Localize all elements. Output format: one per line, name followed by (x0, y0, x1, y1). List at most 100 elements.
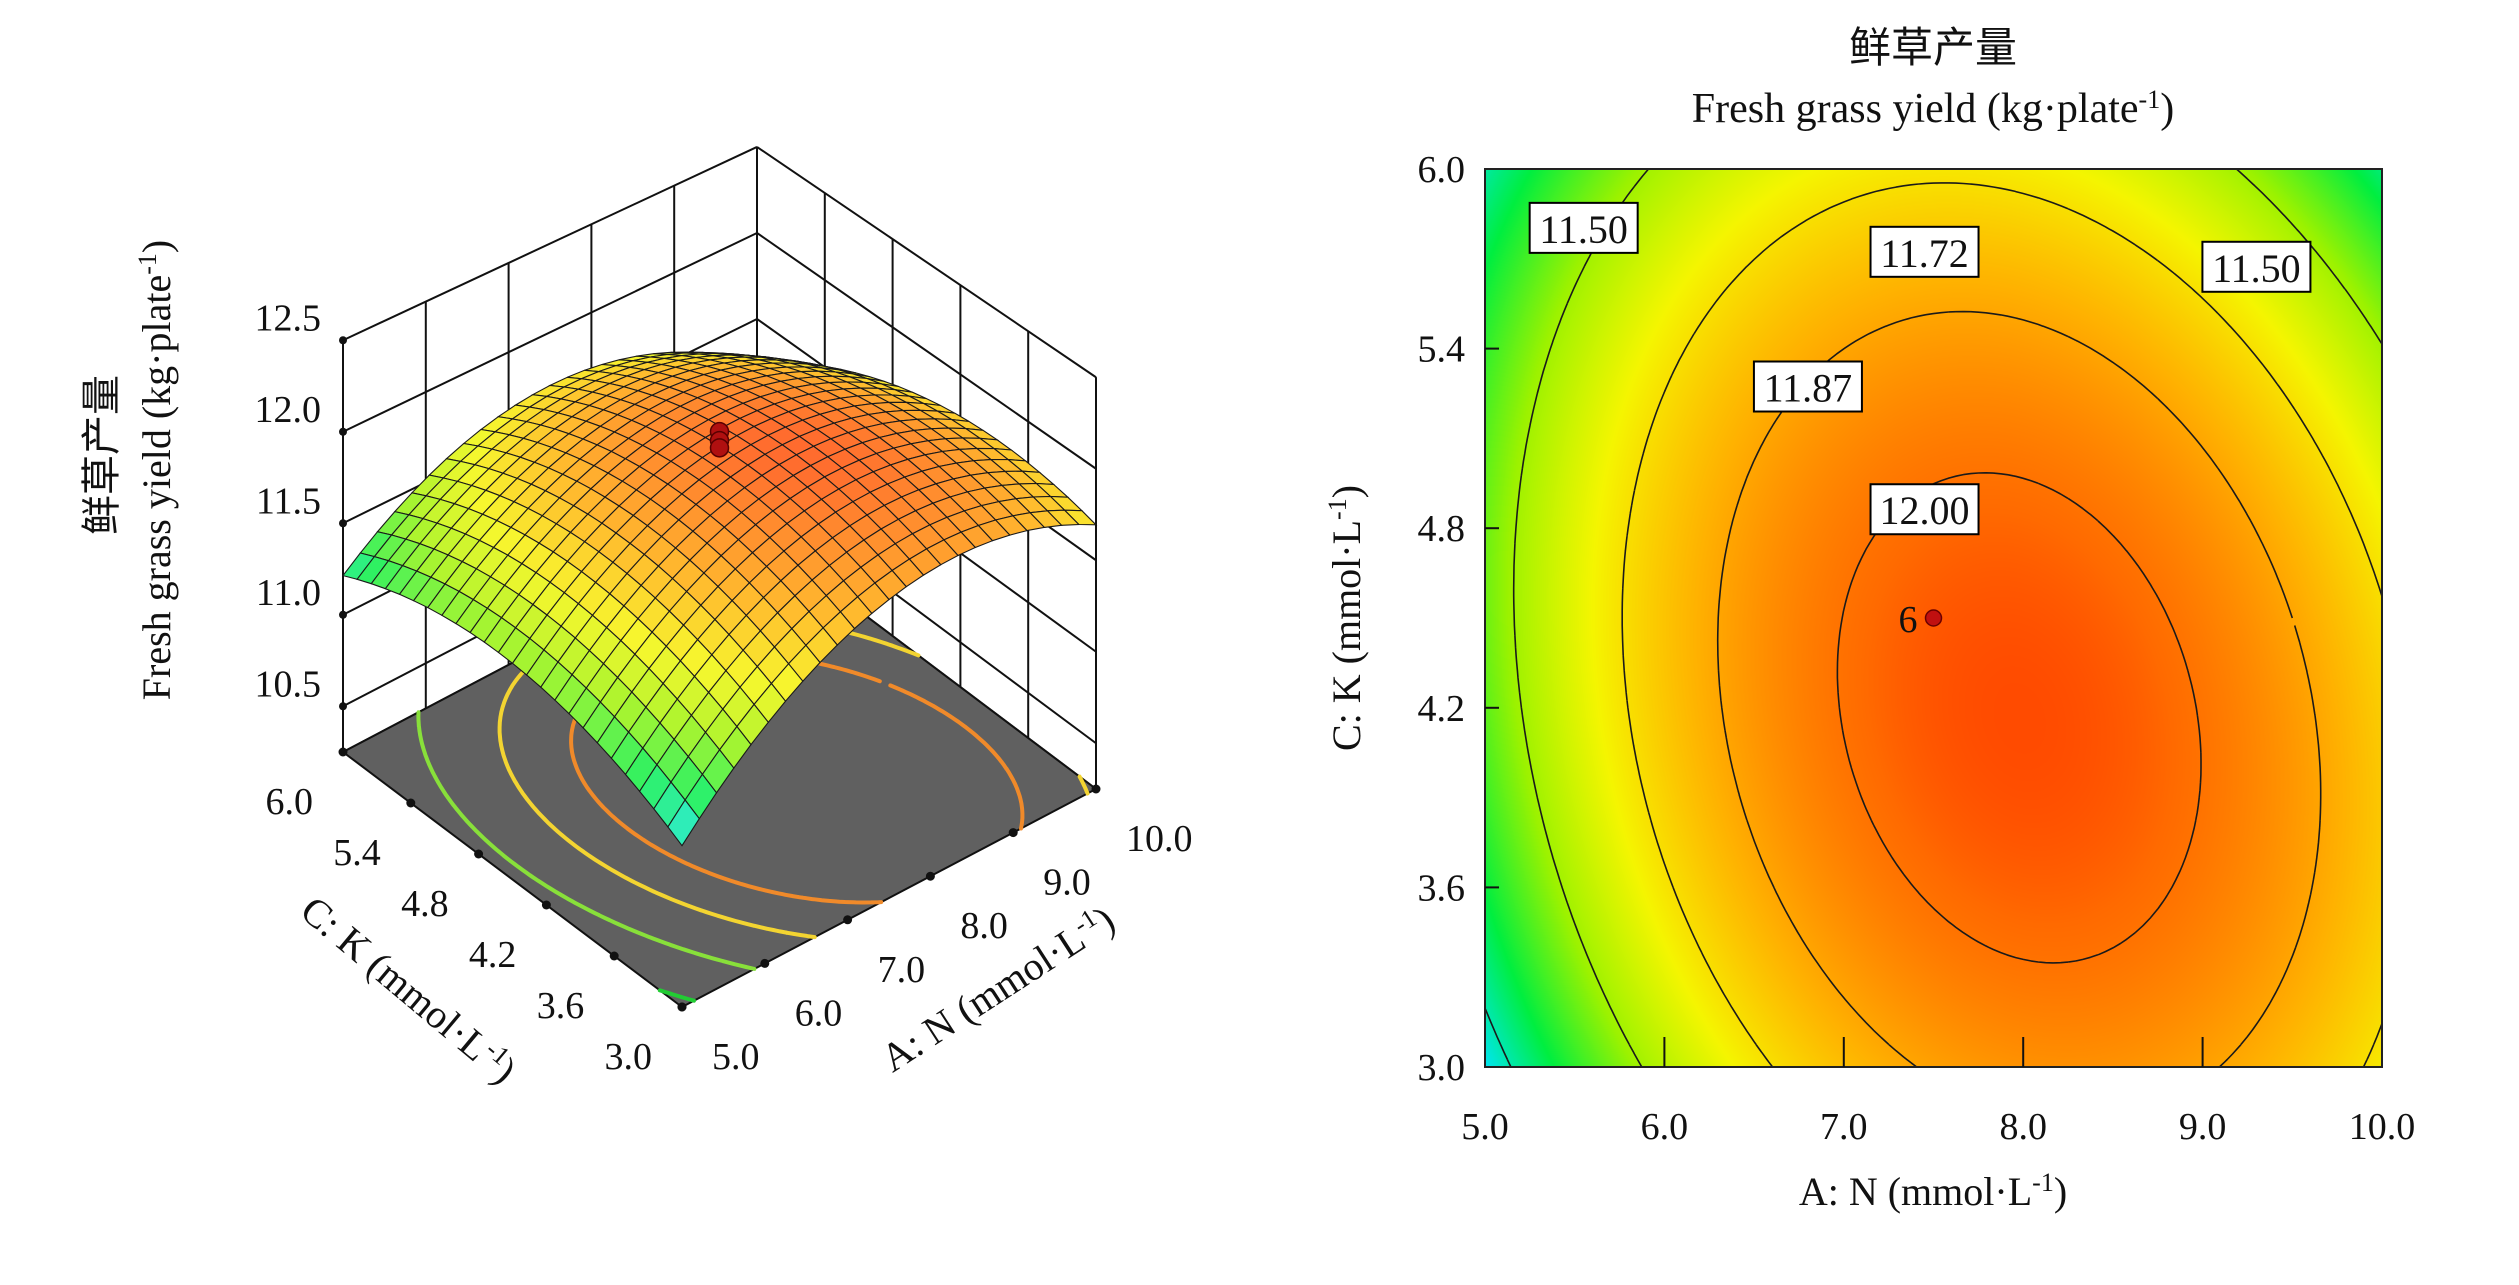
y-axis-title: C: K (mmol·L-1) (1323, 485, 1370, 751)
c-tick-label: 3.0 (605, 1036, 653, 1078)
c-tick-dot (406, 798, 416, 808)
x-tick-label: 5.0 (1461, 1106, 1509, 1148)
c-tick-dot (541, 900, 551, 910)
c-tick-label: 6.0 (266, 781, 314, 823)
y-axis-title-text: C: K (mmol·L (1324, 520, 1369, 751)
c-tick-dot (609, 951, 619, 961)
contour-label: 12.00 (1869, 483, 1980, 536)
z-axis-title-close: ) (134, 240, 179, 253)
y-axis-title-sup: -1 (1323, 498, 1352, 520)
z-tick-dot (339, 610, 347, 619)
z-tick-dot (339, 702, 347, 711)
wall-grid-line-z (756, 232, 1097, 470)
x-tick-label: 7.0 (1820, 1106, 1868, 1148)
contour-label: 11.50 (2201, 240, 2312, 293)
surface-cell (667, 799, 700, 847)
contour-line-4 (1836, 472, 2202, 964)
contour-label-text: 11.50 (1539, 207, 1628, 252)
z-tick-dot (339, 427, 347, 436)
design-point: 6 (1899, 599, 1943, 641)
response-surface-3d-chart: 10.5 11.0 11.5 12.0 12.5 3.0 3.6 4.2 4.8 5.4 6.0 5.… (79, 146, 1193, 1092)
plot-frame (1484, 168, 2383, 1068)
x-axis-title-close: ) (2054, 1169, 2067, 1214)
c-tick-dot (474, 849, 484, 859)
y-tick-label: 6.0 (1418, 149, 1466, 191)
x-tick-label: 10.0 (2349, 1106, 2416, 1148)
z-tick-label: 10.5 (255, 663, 322, 705)
wall-grid-line-z (756, 146, 1097, 379)
a-tick-dot (1091, 784, 1101, 794)
a-tick-dot (1008, 828, 1018, 838)
design-point-marker (1924, 609, 1943, 627)
z-axis-title-cn: 鲜草产量 (79, 375, 124, 535)
axis-ticks: 5.0 6.0 7.0 8.0 9.0 10.0 3.0 3.6 4.2 4.8 5.4 6.0 (1418, 149, 2416, 1148)
y-tick-label: 3.0 (1418, 1047, 1466, 1089)
y-tick-label: 3.6 (1418, 867, 1466, 909)
c-axis-title-text: C: K (mmol·L (292, 887, 498, 1070)
c-tick-dot (338, 747, 348, 757)
x-axis-title-sup: -1 (2032, 1168, 2054, 1197)
floor-contour-0 (657, 988, 696, 1003)
a-tick-label: 6.0 (795, 992, 843, 1034)
contour-label-text: 11.87 (1764, 366, 1853, 411)
c-tick-label: 3.6 (537, 985, 585, 1027)
chart-title-en: Fresh grass yield (kg·plate-1) (1692, 85, 2174, 133)
z-axis-title-en: Fresh grass yield (kg·plate-1) (133, 240, 180, 700)
design-point-count-label: 6 (1899, 599, 1918, 641)
contour-chart: 鲜草产量 Fresh grass yield (kg·plate-1) 5.0 6… (1323, 26, 2416, 1215)
x-tick-label: 8.0 (1999, 1106, 2047, 1148)
chart-title-text: Fresh grass yield (kg·plate (1692, 86, 2139, 132)
chart-title-cn: 鲜草产量 (1849, 26, 2017, 72)
contour-line-1 (1512, 168, 2383, 1068)
wall-grid-line-z (342, 232, 758, 433)
contour-label-box (1869, 225, 1980, 278)
a-tick-dot (760, 958, 770, 968)
contour-label-box (1752, 360, 1863, 413)
z-tick-label: 12.0 (255, 389, 322, 431)
c-tick-label: 4.2 (469, 934, 517, 976)
contour-label-box (2201, 240, 2312, 293)
z-axis-title-text: Fresh grass yield (kg·plate (134, 275, 179, 700)
a-tick-label: 9.0 (1043, 862, 1091, 904)
a-tick-dot (677, 1002, 687, 1012)
design-points (709, 421, 730, 458)
chart-title-close: ) (2160, 86, 2174, 132)
chart-title-sup: -1 (2139, 85, 2161, 114)
contour-line-0 (1484, 1007, 1512, 1068)
y-tick-label: 4.2 (1418, 688, 1466, 730)
response-surface-panel: 10.5 11.0 11.5 12.0 12.5 3.0 3.6 4.2 4.8 5.4 6.0 5.… (0, 0, 1250, 1280)
y-tick-label: 4.8 (1418, 508, 1466, 550)
contour-label-box (1528, 201, 1639, 254)
wall-grid-line-z (342, 146, 758, 342)
design-point-marker (709, 438, 730, 458)
a-tick-label: 10.0 (1126, 818, 1193, 860)
c-tick-label: 4.8 (401, 883, 449, 925)
c-tick-label: 5.4 (333, 832, 381, 874)
contour-plot-panel: 鲜草产量 Fresh grass yield (kg·plate-1) 5.0 6… (1250, 0, 2519, 1280)
x-axis-title: A: N (mmol·L-1) (1799, 1168, 2067, 1215)
z-tick-dot (339, 519, 347, 528)
contour-label-text: 12.00 (1880, 488, 1970, 533)
contour-labels: 11.50 11.72 11.50 11.87 12.00 (1528, 201, 2312, 536)
contour-label: 11.72 (1869, 225, 1980, 278)
y-axis-title-close: ) (1324, 485, 1369, 498)
surface-mesh (342, 351, 1098, 847)
a-tick-dot (925, 871, 935, 881)
axis-ticks: 10.5 11.0 11.5 12.0 12.5 3.0 3.6 4.2 4.8 5.4 6.0 5.… (255, 297, 1193, 1078)
plot-border (1484, 168, 2383, 1068)
contour-line-2 (1621, 182, 2383, 1068)
contour-label-box (1869, 483, 1980, 536)
a-tick-dot (843, 915, 853, 925)
contour-label-text: 11.50 (2212, 246, 2301, 291)
z-axis-title-sup: -1 (133, 253, 162, 275)
contour-line-3 (1716, 310, 2322, 1068)
x-axis-title-text: A: N (mmol·L (1799, 1169, 2032, 1214)
y-tick-label: 5.4 (1418, 329, 1466, 371)
a-tick-label: 5.0 (712, 1036, 760, 1078)
x-tick-label: 6.0 (1641, 1106, 1689, 1148)
a-tick-label: 8.0 (960, 905, 1008, 947)
contour-label-text: 11.72 (1880, 231, 1969, 276)
z-tick-label: 11.5 (256, 480, 321, 522)
z-tick-label: 11.0 (256, 572, 321, 614)
z-tick-label: 12.5 (255, 297, 322, 339)
